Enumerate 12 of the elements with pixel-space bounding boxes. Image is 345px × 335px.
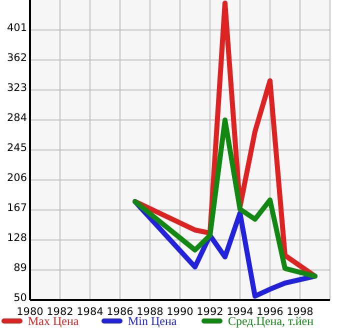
- y-tick-label: 245: [6, 142, 27, 154]
- x-tick-label: 1992: [196, 306, 224, 318]
- y-tick-label: 128: [6, 232, 27, 244]
- x-tick-label: 1984: [76, 306, 104, 318]
- y-tick-label: 362: [6, 52, 27, 64]
- y-tick-label: 284: [6, 112, 28, 124]
- y-tick-label: 401: [6, 22, 27, 34]
- y-tick-label: 89: [14, 262, 27, 274]
- y-tick-label: 323: [6, 82, 27, 94]
- y-tick-label: 167: [6, 202, 27, 214]
- y-tick-label: 206: [6, 172, 28, 184]
- y-tick-label: 50: [14, 292, 27, 304]
